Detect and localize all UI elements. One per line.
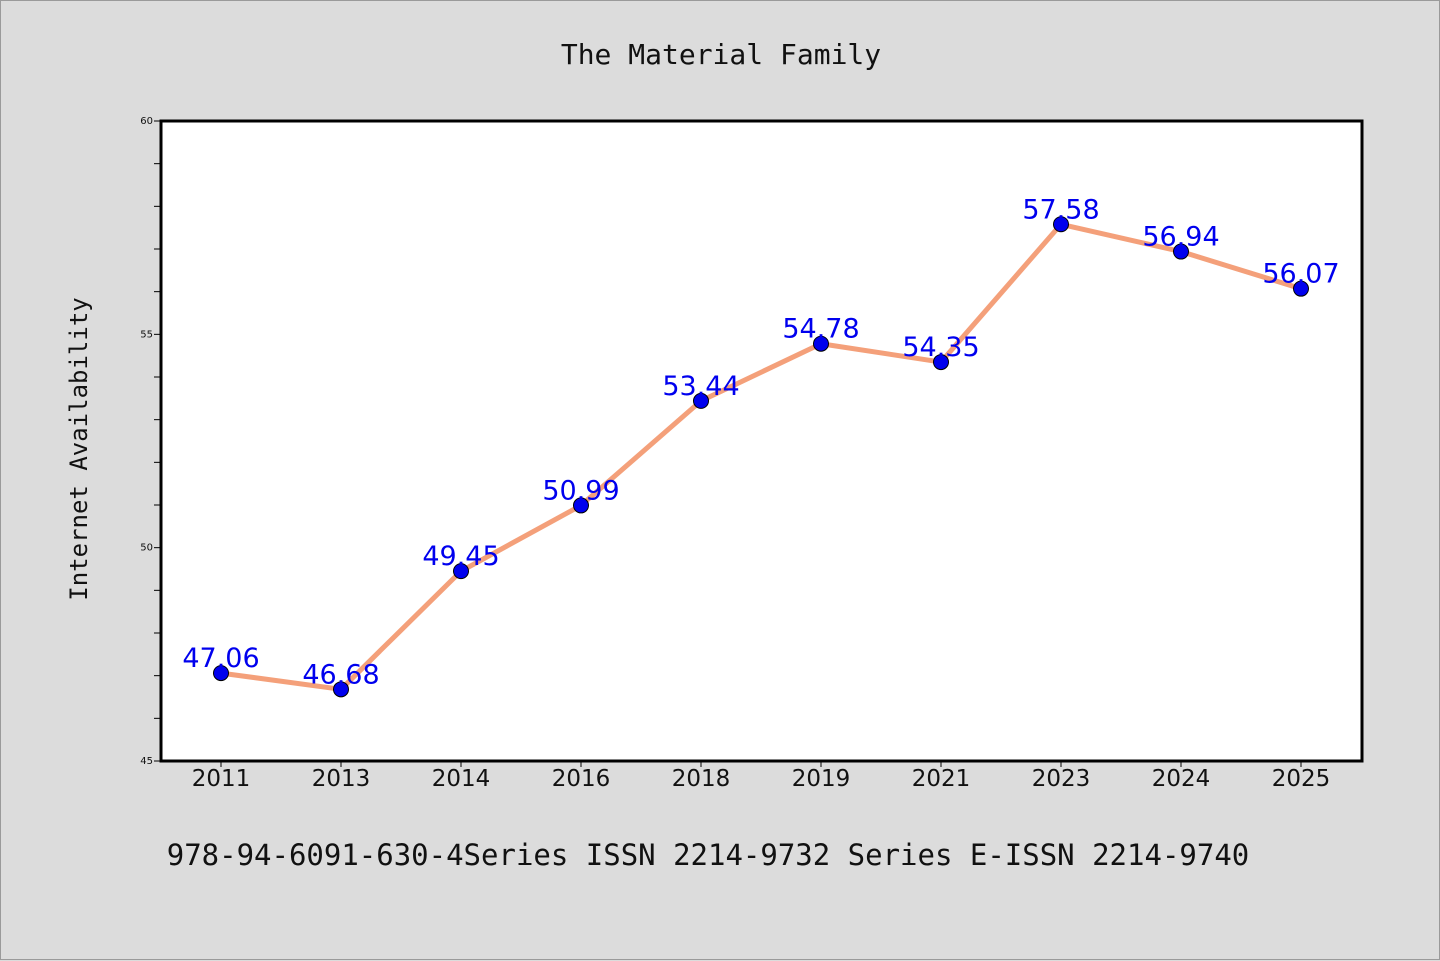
- footer-text: 978-94-6091-630-4Series ISSN 2214-9732 S…: [167, 838, 1250, 872]
- y-axis: 45 50 55 60: [140, 116, 161, 767]
- data-label: 54.35: [902, 332, 979, 363]
- data-point: [333, 681, 349, 698]
- data-point: [813, 335, 829, 352]
- y-tick-label: 55: [140, 329, 153, 340]
- y-tick-label: 60: [140, 116, 153, 127]
- x-tick-label: 2023: [1032, 766, 1091, 792]
- x-tick-label: 2013: [312, 766, 371, 792]
- data-point: [573, 497, 589, 514]
- chart-title: The Material Family: [561, 38, 881, 71]
- y-axis-label: Internet Availability: [65, 297, 93, 600]
- data-label: 49.45: [422, 541, 499, 572]
- data-label: 56.07: [1262, 259, 1339, 290]
- plot-area: [159, 119, 1364, 763]
- x-tick-label: 2018: [672, 766, 731, 792]
- x-tick-label: 2024: [1152, 766, 1211, 792]
- data-label: 56.94: [1142, 222, 1219, 253]
- y-tick-label: 50: [140, 543, 153, 554]
- series-line-path: [220, 221, 1302, 692]
- x-tick-label: 2011: [192, 766, 251, 792]
- data-label: 46.68: [302, 659, 379, 690]
- data-point: [933, 354, 949, 371]
- data-point: [1293, 280, 1309, 297]
- x-tick-label: 2021: [912, 766, 971, 792]
- series-line: [213, 216, 1309, 698]
- data-point: [1173, 243, 1189, 260]
- data-point: [693, 392, 709, 409]
- data-label: 54.78: [782, 314, 859, 345]
- data-point: [213, 665, 229, 682]
- data-label: 53.44: [662, 371, 739, 402]
- data-point: [1053, 216, 1069, 233]
- data-point: [453, 563, 469, 580]
- data-label: 57.58: [1022, 194, 1099, 225]
- y-tick-label: 45: [140, 756, 153, 767]
- x-tick-label: 2014: [432, 766, 491, 792]
- data-labels: 47.06 46.68 49.45 50.99 53.44 54.78 54.35 57.58…: [182, 194, 1339, 690]
- data-label: 47.06: [182, 643, 259, 674]
- x-tick-label: 2016: [552, 766, 611, 792]
- data-label: 50.99: [542, 475, 619, 506]
- x-tick-label: 2025: [1272, 766, 1331, 792]
- x-tick-label: 2019: [792, 766, 851, 792]
- x-axis: 2011 2013 2014 2016 2018 2019 2021 2023 2024 2025: [192, 761, 1331, 792]
